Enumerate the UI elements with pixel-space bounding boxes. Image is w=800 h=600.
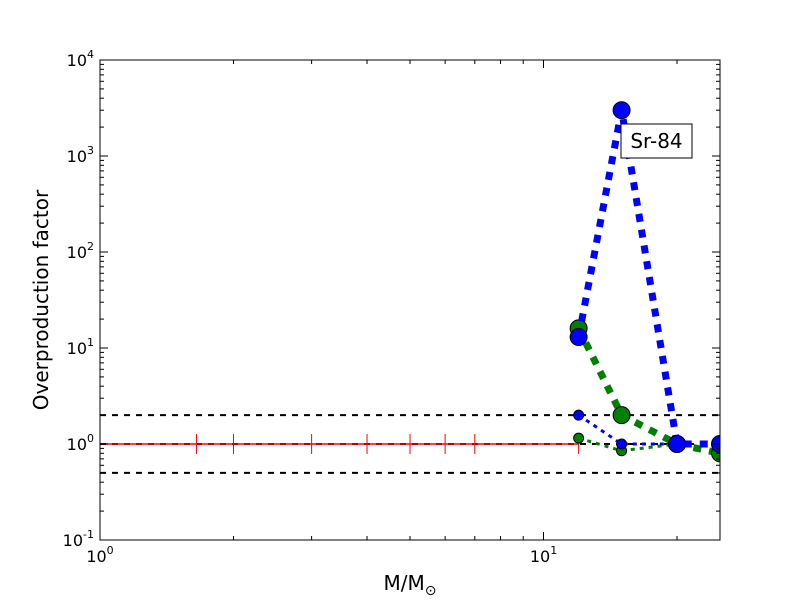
series-3-point-0 (573, 432, 585, 444)
y-tick-label-3: 102 (67, 240, 94, 262)
series-0-line (575, 109, 720, 448)
x-axis-label-subscript: ⊙ (425, 583, 437, 599)
y-tick-label-2-exp: 1 (87, 336, 94, 349)
series-0-point-0 (569, 328, 588, 347)
y-tick-label-4: 103 (67, 144, 94, 166)
y-tick-label-2-base: 10 (67, 339, 87, 358)
x-tick-label-1: 101 (530, 544, 557, 566)
y-tick-label-4-base: 10 (67, 147, 87, 166)
y-tick-label-5: 104 (67, 48, 94, 70)
y-tick-label-5-exp: 4 (87, 48, 94, 61)
red-line-layer (100, 434, 580, 454)
series-2-point-0 (573, 409, 585, 421)
series-1-line (575, 326, 720, 457)
series-layer (569, 101, 720, 463)
y-tick-label-1-base: 10 (67, 435, 87, 454)
ticks (99, 59, 720, 541)
y-tick-label-2: 101 (67, 336, 94, 358)
y-tick-label-0-exp: -1 (83, 528, 94, 541)
x-tick-label-1-base: 10 (530, 547, 550, 566)
annotation-label: Sr-84 (630, 129, 682, 153)
series-0-point-1 (612, 101, 631, 120)
y-axis-label: Overproduction factor (29, 189, 53, 410)
y-tick-label-3-base: 10 (67, 243, 87, 262)
y-tick-label-0: 10-1 (63, 528, 94, 550)
x-tick-label-0-base: 10 (86, 547, 106, 566)
y-tick-label-1: 100 (67, 432, 94, 454)
series-2-point-1 (616, 438, 628, 450)
annotation-frame (620, 123, 693, 159)
series-1-point-1 (612, 406, 631, 425)
x-tick-label-0-exp: 0 (107, 544, 114, 557)
annotation-box: Sr-84 (620, 123, 693, 159)
y-tick-label-3-exp: 2 (87, 240, 94, 253)
series-0-point-2 (668, 435, 687, 453)
y-tick-label-0-base: 10 (63, 531, 83, 550)
y-tick-label-5-base: 10 (67, 51, 87, 70)
y-tick-label-4-exp: 3 (87, 144, 94, 157)
series-3-line (578, 436, 678, 453)
x-tick-label-0: 100 (86, 544, 113, 566)
x-axis-label: M/M⊙ (384, 571, 437, 599)
x-axis-label-main: M/M (384, 571, 425, 595)
y-tick-label-1-exp: 0 (87, 432, 94, 445)
x-tick-label-1-exp: 1 (550, 544, 557, 557)
